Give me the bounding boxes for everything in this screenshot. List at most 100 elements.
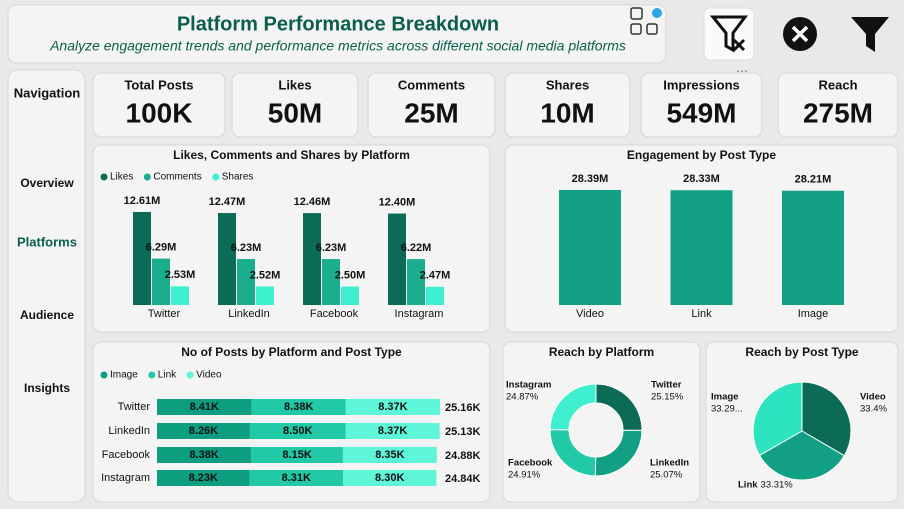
card bbox=[777, 72, 899, 138]
clear-filter-button[interactable]: ⋯ bbox=[703, 7, 755, 78]
bar bbox=[782, 190, 844, 305]
slice-value: 33.31% bbox=[761, 480, 794, 491]
header-subtitle: Analyze engagement trends and performanc… bbox=[49, 38, 626, 54]
card bbox=[640, 72, 763, 138]
nav-title: Navigation bbox=[14, 85, 81, 100]
content: Overview Platforms Audience Insights Total P… bbox=[17, 72, 899, 503]
close-button[interactable] bbox=[783, 17, 817, 51]
x-tick-label: Facebook bbox=[310, 308, 359, 320]
kpi-value: 100K bbox=[126, 97, 193, 128]
bar bbox=[218, 213, 236, 305]
data-label: 8.38K bbox=[284, 401, 313, 413]
data-label: 12.61M bbox=[124, 195, 161, 207]
legend-dot bbox=[186, 371, 194, 379]
x-tick-label: Link bbox=[691, 308, 712, 320]
slice-value: 24.87% bbox=[506, 392, 539, 403]
bar bbox=[559, 190, 621, 305]
slice bbox=[549, 383, 597, 431]
kpi-label: Total Posts bbox=[124, 77, 193, 92]
data-label: 8.30K bbox=[375, 472, 404, 484]
chart-title: Likes, Comments and Shares by Platform bbox=[173, 148, 410, 162]
slice-label: Facebook bbox=[508, 458, 553, 469]
nav-item[interactable]: Overview bbox=[20, 176, 74, 190]
chart-title: No of Posts by Platform and Post Type bbox=[181, 345, 402, 359]
bar-segment bbox=[345, 423, 440, 439]
kpi-label: Likes bbox=[278, 77, 311, 92]
nav-item[interactable]: Platforms bbox=[17, 234, 77, 249]
data-label: 2.50M bbox=[335, 269, 366, 281]
bar bbox=[388, 213, 406, 305]
chart-title: Engagement by Post Type bbox=[627, 148, 776, 162]
total-label: 24.84K bbox=[445, 473, 481, 485]
bar bbox=[426, 286, 444, 305]
kpi-label: Impressions bbox=[663, 77, 740, 92]
bar-segment bbox=[251, 447, 343, 463]
bar-segment bbox=[249, 470, 344, 486]
data-label: 8.41K bbox=[190, 401, 219, 413]
x-tick-label: Instagram bbox=[395, 308, 444, 320]
card bbox=[502, 341, 701, 503]
data-label: 6.23M bbox=[316, 242, 347, 254]
bar-segment bbox=[251, 399, 346, 415]
legend-label: Image bbox=[110, 370, 138, 381]
data-label: 8.37K bbox=[378, 401, 407, 413]
data-label: 8.23K bbox=[189, 472, 218, 484]
chart-title: Reach by Platform bbox=[549, 345, 654, 359]
data-label: 6.29M bbox=[146, 242, 177, 254]
y-tick-label: Facebook bbox=[102, 449, 151, 461]
nav-item[interactable]: Insights bbox=[24, 381, 70, 395]
kpi-value: 10M bbox=[540, 97, 594, 128]
slice-label: Video bbox=[860, 392, 886, 403]
slice-label: Link bbox=[738, 480, 758, 491]
x-tick-label: LinkedIn bbox=[228, 308, 270, 320]
total-label: 25.16K bbox=[445, 402, 481, 414]
data-label: 12.46M bbox=[294, 196, 331, 208]
kpi-value: 275M bbox=[803, 97, 873, 128]
data-label: 28.21M bbox=[795, 174, 832, 186]
filter-button[interactable] bbox=[851, 17, 889, 52]
legend-dot bbox=[148, 371, 156, 379]
card bbox=[231, 72, 359, 138]
data-label: 2.47M bbox=[420, 270, 451, 282]
slice bbox=[752, 381, 803, 457]
data-label: 8.15K bbox=[282, 449, 311, 461]
slice-label: Instagram bbox=[506, 380, 551, 391]
slice bbox=[801, 381, 852, 457]
data-label: 6.23M bbox=[231, 242, 262, 254]
kpi-label: Shares bbox=[546, 77, 589, 92]
slice-value: 33.4% bbox=[860, 404, 887, 415]
header-title: Platform Performance Breakdown bbox=[177, 13, 499, 35]
legend-dot bbox=[100, 371, 108, 379]
legend-dot bbox=[212, 173, 220, 181]
bar bbox=[133, 212, 151, 305]
bar-segment bbox=[157, 447, 252, 463]
y-tick-label: Instagram bbox=[101, 472, 150, 484]
kpi-label: Reach bbox=[818, 77, 857, 92]
bar-segment bbox=[157, 399, 252, 415]
nav-panel bbox=[7, 69, 86, 503]
bar bbox=[152, 258, 170, 305]
data-label: 8.35K bbox=[375, 449, 404, 461]
kpi-value: 50M bbox=[268, 97, 322, 128]
data-label: 6.22M bbox=[401, 242, 432, 254]
y-tick-label: Twitter bbox=[118, 401, 151, 413]
bar bbox=[407, 259, 425, 305]
bar bbox=[670, 190, 733, 305]
data-label: 28.33M bbox=[683, 173, 720, 185]
x-tick-label: Image bbox=[798, 308, 829, 320]
bar-segment bbox=[157, 470, 250, 486]
data-label: 8.50K bbox=[283, 425, 312, 437]
bar bbox=[256, 286, 274, 305]
data-label: 2.53M bbox=[165, 269, 196, 281]
legend-label: Video bbox=[196, 370, 222, 381]
bar bbox=[171, 286, 189, 305]
nav-item[interactable]: Audience bbox=[20, 308, 74, 322]
header-card bbox=[7, 4, 667, 64]
data-label: 28.39M bbox=[572, 173, 609, 185]
data-label: 12.47M bbox=[209, 196, 246, 208]
card bbox=[367, 72, 496, 138]
x-tick-label: Video bbox=[576, 308, 604, 320]
data-label: 8.26K bbox=[189, 425, 218, 437]
slice-label: LinkedIn bbox=[650, 458, 689, 469]
